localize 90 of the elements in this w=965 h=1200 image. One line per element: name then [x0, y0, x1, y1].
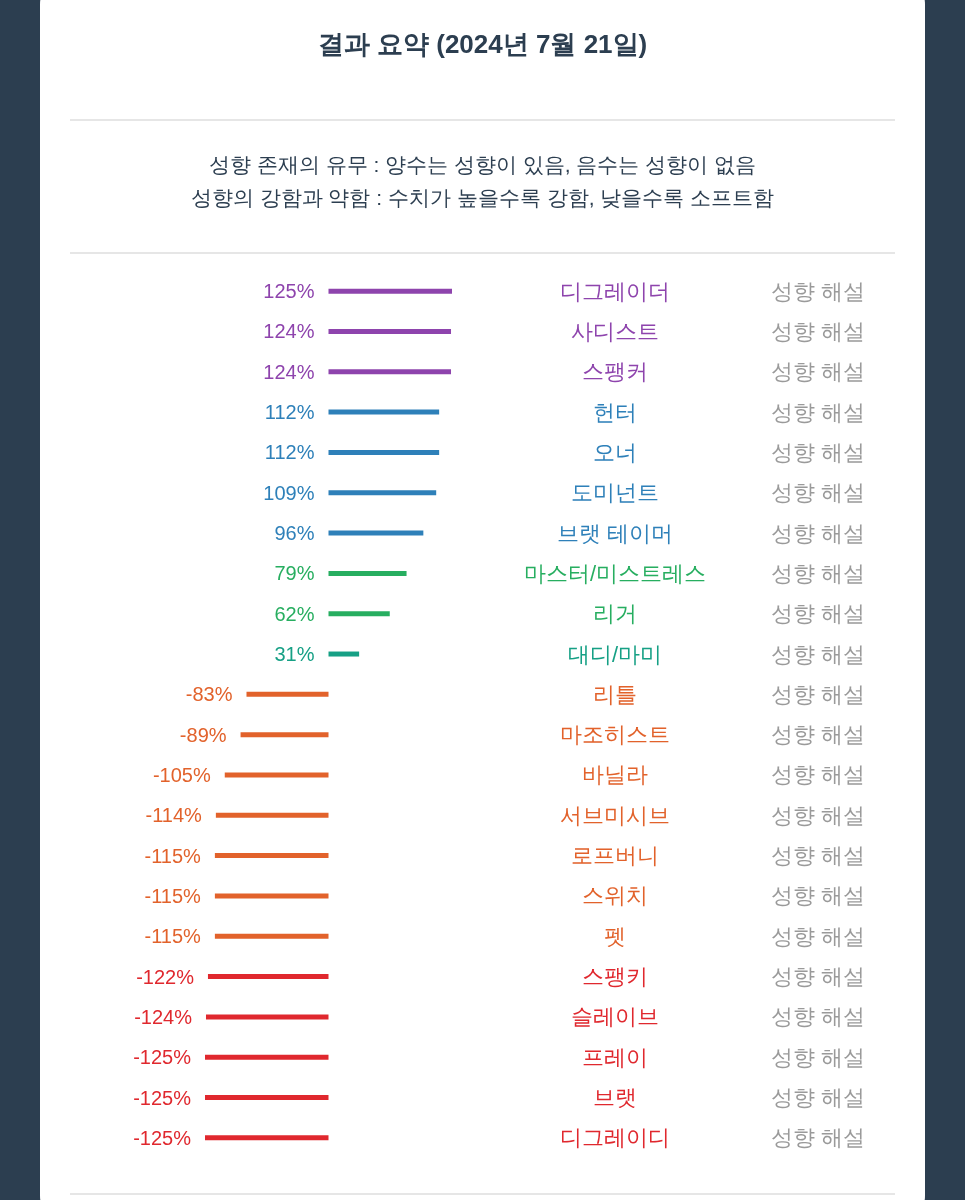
data-label: -122% — [136, 965, 195, 988]
text: 성향 해설 — [770, 641, 866, 667]
bar — [214, 933, 329, 939]
data-label: -115% — [144, 925, 202, 948]
data-label: 124% — [263, 320, 315, 343]
data-label: -115% — [144, 844, 202, 867]
text: 성향 해설 — [770, 883, 866, 909]
chart-title: 결과 요약 (2024년 7월 21일) — [316, 28, 649, 61]
y-tick-label: 디그레이디 — [560, 1125, 670, 1151]
bar — [205, 1014, 329, 1020]
bar — [205, 1095, 329, 1101]
data-label: 109% — [263, 481, 315, 504]
data-label: -115% — [144, 884, 202, 907]
y-tick-label: 브랫 — [593, 1085, 637, 1111]
bar — [328, 409, 440, 415]
text: 성향 해설 — [770, 1044, 866, 1070]
y-tick-label: 마조히스트 — [560, 722, 670, 748]
text: 성향 해설 — [770, 802, 866, 828]
text: 성향 해설 — [770, 1085, 866, 1111]
y-tick-label: 스팽커 — [582, 359, 648, 385]
text: 성향 해설 — [770, 722, 866, 748]
bar — [328, 288, 452, 294]
y-tick-label: 브랫 테이머 — [556, 520, 674, 546]
text: 성향 해설 — [770, 560, 866, 586]
bar — [215, 812, 329, 818]
chart-subtitle: 성향 존재의 유무 : 양수는 성향이 있음, 음수는 성향이 없음 성향의 강함과 약함 : 수치가 높을수록 강함, 낮을수록 소프트함 — [189, 152, 776, 211]
text: 성향 해설 — [770, 359, 866, 385]
bar — [205, 1054, 329, 1060]
bar — [328, 449, 440, 455]
text: 성향 해설 — [770, 318, 866, 344]
y-tick-label: 리거 — [593, 601, 637, 627]
data-label: 79% — [274, 562, 315, 585]
text: 성향 해설 — [770, 399, 866, 425]
y-tick-label: 도미넌트 — [571, 480, 659, 506]
data-label: 124% — [263, 360, 315, 383]
bar — [207, 974, 329, 980]
y-tick-label: 바닐라 — [582, 762, 648, 788]
text: 성향 해설 — [770, 964, 866, 990]
y-tick-label: 서브미시브 — [560, 802, 670, 828]
text: 성향 해설 — [770, 520, 866, 546]
data-label: 112% — [264, 401, 315, 424]
bar — [328, 530, 424, 536]
y-tick-label: 리틀 — [593, 681, 637, 707]
data-label: -83% — [185, 683, 233, 706]
y-tick-label: 헌터 — [593, 399, 637, 425]
data-label: -114% — [145, 804, 203, 827]
data-label: -105% — [152, 763, 211, 786]
bar — [240, 732, 329, 738]
data-label: 31% — [274, 643, 315, 666]
bar — [328, 490, 437, 496]
y-tick-label: 대디/마미 — [567, 641, 663, 667]
y-tick-label: 마스터/미스트레스 — [523, 560, 707, 586]
bar — [214, 893, 329, 899]
y-tick-label: 펫 — [604, 923, 626, 949]
data-label: 112% — [264, 441, 315, 464]
data-label: -124% — [134, 1005, 193, 1028]
data-label: 96% — [274, 522, 315, 545]
text: 성향 해설 — [770, 601, 866, 627]
bar — [224, 772, 329, 778]
bar — [328, 611, 390, 617]
text: 성향 해설 — [770, 681, 866, 707]
bar — [246, 691, 329, 697]
bar — [214, 853, 329, 859]
text: 성향 해설 — [770, 843, 866, 869]
data-label: 62% — [274, 602, 315, 625]
data-label: -125% — [133, 1086, 192, 1109]
y-tick-label: 로프버니 — [571, 843, 659, 869]
y-tick-label: 스팽키 — [582, 964, 648, 990]
y-tick-label: 오너 — [593, 439, 637, 465]
y-tick-label: 슬레이브 — [571, 1004, 659, 1030]
y-tick-label: 프레이 — [582, 1044, 648, 1070]
y-tick-label: 스위치 — [582, 883, 648, 909]
data-label: -125% — [133, 1046, 192, 1069]
text: 성향 해설 — [770, 439, 866, 465]
data-label: -125% — [133, 1126, 192, 1149]
y-tick-label: 디그레이더 — [560, 278, 670, 304]
data-label: 125% — [263, 280, 315, 303]
bar — [205, 1135, 329, 1141]
text: 성향 해설 — [770, 1125, 866, 1151]
text: 성향 해설 — [770, 278, 866, 304]
text: 성향 해설 — [770, 480, 866, 506]
bar — [328, 328, 452, 334]
data-label: -89% — [179, 723, 227, 746]
y-tick-label: 사디스트 — [571, 318, 659, 344]
bar — [328, 651, 360, 657]
bar — [328, 369, 452, 375]
text: 성향 해설 — [770, 762, 866, 788]
text: 성향 해설 — [770, 923, 866, 949]
text: 성향 해설 — [770, 1004, 866, 1030]
bar — [328, 570, 407, 576]
